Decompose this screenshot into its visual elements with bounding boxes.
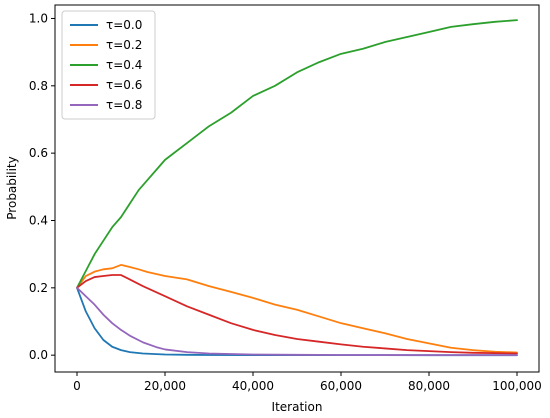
y-tick-label: 1.0: [29, 11, 48, 25]
series-line-2: [76, 19, 518, 289]
x-axis-ticks: 0 20,000 40,000 60,000 80,000 100,000: [73, 372, 542, 393]
series-line-1: [76, 264, 518, 354]
legend: τ=0.0 τ=0.2 τ=0.4 τ=0.6 τ=0.8: [61, 10, 156, 120]
y-tick-label: 0.6: [29, 146, 48, 160]
legend-label: τ=0.6: [106, 78, 142, 92]
x-tick-label: 40,000: [232, 379, 274, 393]
legend-label: τ=0.0: [106, 18, 142, 32]
x-tick-label: 80,000: [408, 379, 450, 393]
series-line-4: [76, 286, 518, 357]
y-tick-label: 0.0: [29, 348, 48, 362]
y-tick-label: 0.4: [29, 213, 48, 227]
legend-label: τ=0.8: [106, 98, 142, 112]
x-tick-label: 0: [73, 379, 81, 393]
y-axis-label: Probability: [5, 156, 19, 219]
y-tick-label: 0.8: [29, 79, 48, 93]
y-axis-ticks: 0.0 0.2 0.4 0.6 0.8 1.0: [29, 11, 55, 362]
x-axis-label: Iteration: [272, 400, 323, 414]
x-tick-label: 60,000: [320, 379, 362, 393]
legend-label: τ=0.2: [106, 38, 142, 52]
series-line-3: [76, 274, 518, 355]
x-tick-label: 20,000: [144, 379, 186, 393]
legend-label: τ=0.4: [106, 58, 142, 72]
legend-box: [61, 10, 156, 120]
y-tick-label: 0.2: [29, 281, 48, 295]
series-layer: [76, 19, 518, 357]
x-tick-label: 100,000: [492, 379, 542, 393]
